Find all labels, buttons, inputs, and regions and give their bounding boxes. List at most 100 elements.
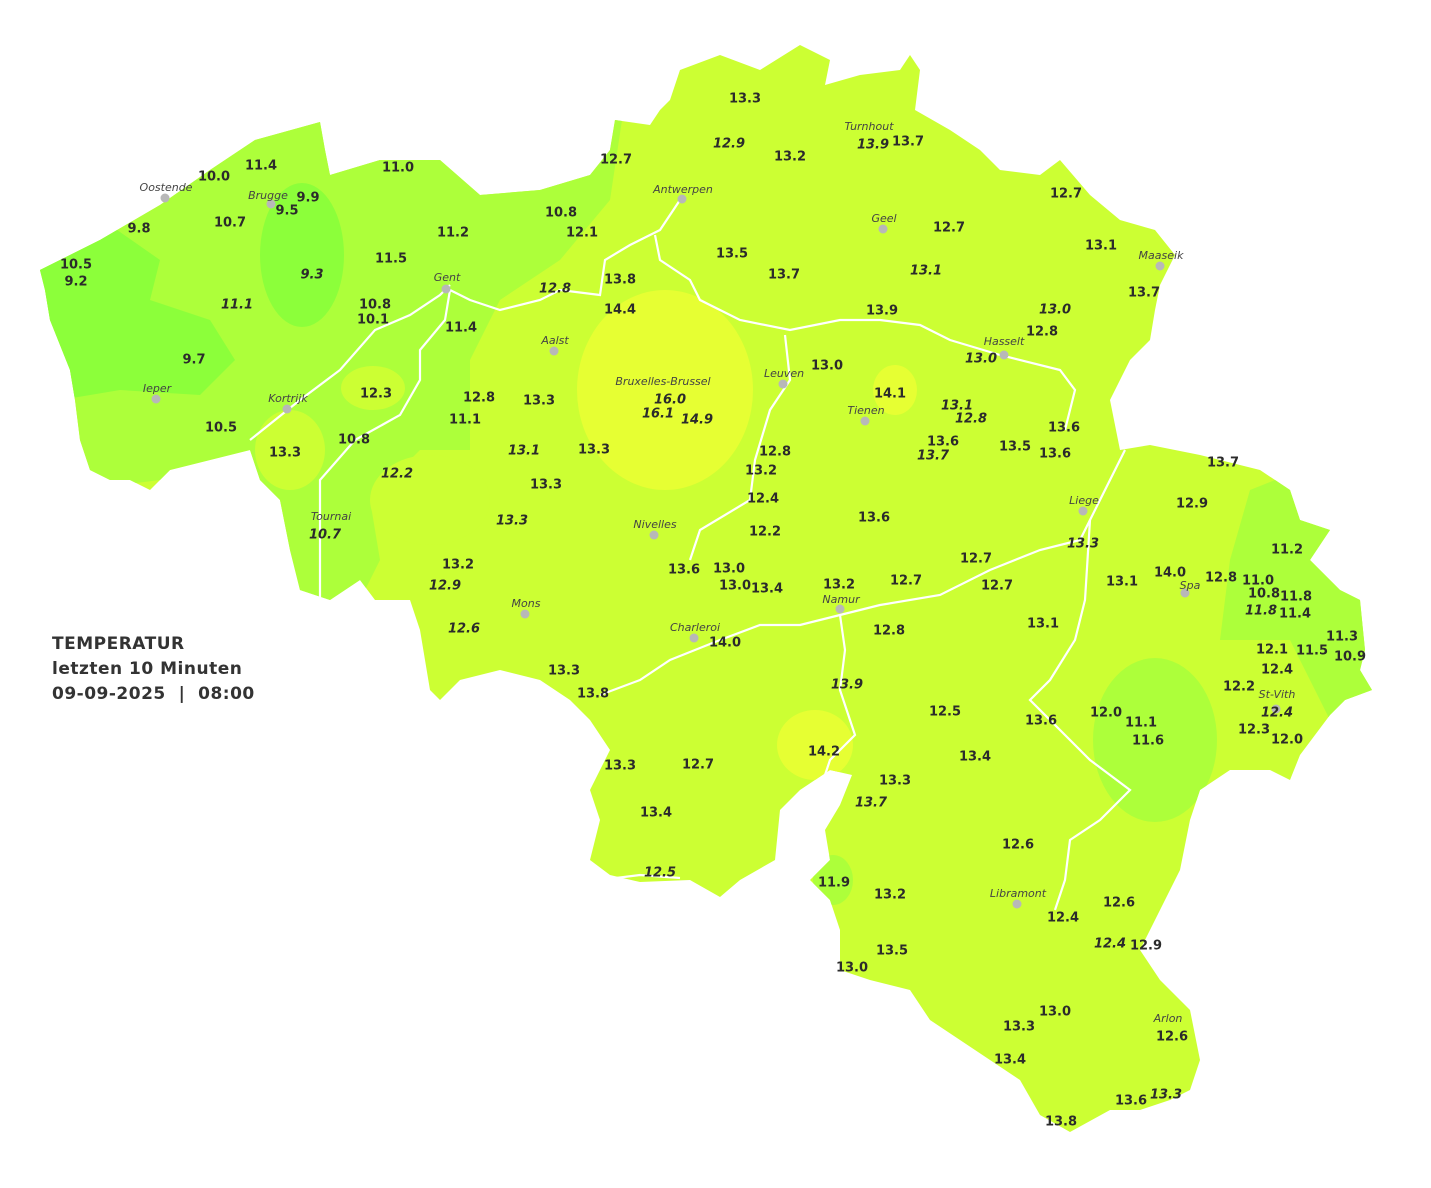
station-temperature: 13.3 [578, 443, 610, 458]
station-temperature: 13.0 [836, 961, 868, 976]
station-temperature: 11.3 [1326, 630, 1358, 645]
city-marker: Maaseik [1139, 249, 1184, 271]
station-temperature: 9.2 [64, 275, 87, 290]
station-temperature: 11.4 [445, 321, 477, 336]
city-label: Aalst [540, 334, 569, 347]
station-temperature: 13.1 [1085, 239, 1117, 254]
city-marker: Antwerpen [652, 183, 713, 204]
city-marker: Bruxelles-Brussel [615, 375, 710, 388]
station-temperature: 13.3 [530, 478, 562, 493]
station-temperature: 11.1 [449, 413, 481, 428]
city-label: Spa [1180, 579, 1201, 592]
station-temperature: 10.0 [198, 170, 230, 185]
station-temperature: 11.8 [1245, 604, 1277, 619]
station-temperature: 13.2 [745, 464, 777, 479]
station-temperature: 10.1 [357, 313, 389, 328]
station-temperature: 12.1 [1256, 643, 1288, 658]
station-temperature: 13.3 [1067, 537, 1099, 552]
station-temperature: 13.3 [879, 774, 911, 789]
zone-cold-brugge [260, 183, 344, 327]
city-label: Mons [512, 597, 541, 610]
station-temperature: 13.9 [831, 678, 863, 693]
station-temperature: 13.6 [1039, 447, 1071, 462]
station-temperature: 14.0 [709, 636, 741, 651]
station-temperature: 12.8 [759, 445, 791, 460]
station-temperature: 12.2 [749, 525, 781, 540]
station-temperature: 12.2 [381, 467, 413, 482]
station-temperature: 13.4 [640, 806, 672, 821]
station-temperature: 11.1 [1125, 716, 1157, 731]
station-temperature: 11.5 [1296, 644, 1328, 659]
station-temperature: 13.9 [866, 304, 898, 319]
station-temperature: 13.6 [668, 563, 700, 578]
station-temperature: 11.9 [818, 876, 850, 891]
station-temperature: 12.7 [960, 552, 992, 567]
city-dot [1271, 704, 1281, 714]
station-temperature: 12.5 [644, 866, 676, 881]
station-temperature: 11.2 [437, 226, 469, 241]
station-temperature: 13.5 [876, 944, 908, 959]
city-dot [160, 193, 170, 203]
city-dot [549, 346, 559, 356]
station-temperature: 13.5 [999, 440, 1031, 455]
station-temperature: 11.4 [1279, 607, 1311, 622]
station-temperature: 13.0 [1039, 1005, 1071, 1020]
river-line [449, 199, 681, 312]
station-temperature: 11.4 [245, 159, 277, 174]
station-temperature: 12.0 [1271, 733, 1303, 748]
station-temperature: 12.6 [448, 622, 480, 637]
city-marker: Kortrijk [268, 392, 308, 414]
station-temperature: 12.9 [429, 579, 461, 594]
city-label: Libramont [990, 887, 1047, 900]
city-dot [689, 633, 699, 643]
station-temperature: 13.7 [855, 796, 888, 811]
station-temperature: 12.4 [1047, 911, 1079, 926]
zone-warm-12-3 [341, 366, 405, 410]
city-dot [1012, 899, 1022, 909]
city-dot [151, 394, 161, 404]
station-temperature: 10.8 [359, 298, 391, 313]
station-temperature: 10.8 [1248, 587, 1280, 602]
station-temperature: 13.3 [1150, 1088, 1182, 1103]
station-temperature: 13.9 [857, 138, 889, 153]
station-temperature: 12.8 [1026, 325, 1058, 340]
station-temperature: 11.6 [1132, 734, 1164, 749]
station-temperature: 12.4 [1261, 663, 1293, 678]
zone-warm-kortrijk [255, 410, 325, 490]
city-marker: Ieper [143, 382, 173, 404]
station-temperature: 9.7 [182, 353, 205, 368]
station-temperature: 12.7 [890, 574, 922, 589]
station-temperature: 16.1 [642, 407, 674, 422]
station-temperature: 13.0 [965, 352, 997, 367]
city-label: Geel [871, 212, 896, 225]
station-temperature: 11.0 [382, 161, 414, 176]
station-temperature: 13.3 [604, 759, 636, 774]
legend-title: TEMPERATUR [52, 634, 185, 654]
station-temperature: 13.1 [1106, 575, 1138, 590]
station-temperature: 10.9 [1334, 650, 1366, 665]
station-temperature: 13.7 [1207, 456, 1239, 471]
station-temperature: 9.5 [275, 204, 298, 219]
city-label: Bruxelles-Brussel [615, 375, 710, 388]
river-line [318, 289, 452, 600]
city-label: Leuven [764, 367, 804, 380]
city-marker: Tournai [311, 510, 351, 523]
station-temperature: 10.8 [338, 433, 370, 448]
river-line [249, 284, 451, 441]
station-temperature: 11.2 [1271, 543, 1303, 558]
station-temperature: 12.7 [682, 758, 714, 773]
station-temperature: 12.9 [1130, 939, 1162, 954]
station-temperature: 9.9 [296, 191, 319, 206]
station-temperature: 12.8 [463, 391, 495, 406]
station-temperature: 10.8 [545, 206, 577, 221]
city-marker: Brugge [248, 189, 288, 209]
city-marker: Nivelles [633, 518, 677, 540]
city-marker: Liege [1069, 494, 1099, 516]
station-temperature: 13.4 [751, 582, 783, 597]
city-marker: Tienen [847, 404, 885, 426]
station-temperature: 14.9 [681, 413, 713, 428]
station-temperature: 12.0 [1090, 706, 1122, 721]
river-line [688, 334, 792, 561]
city-label: Antwerpen [652, 183, 713, 196]
station-temperature: 13.1 [508, 444, 540, 459]
